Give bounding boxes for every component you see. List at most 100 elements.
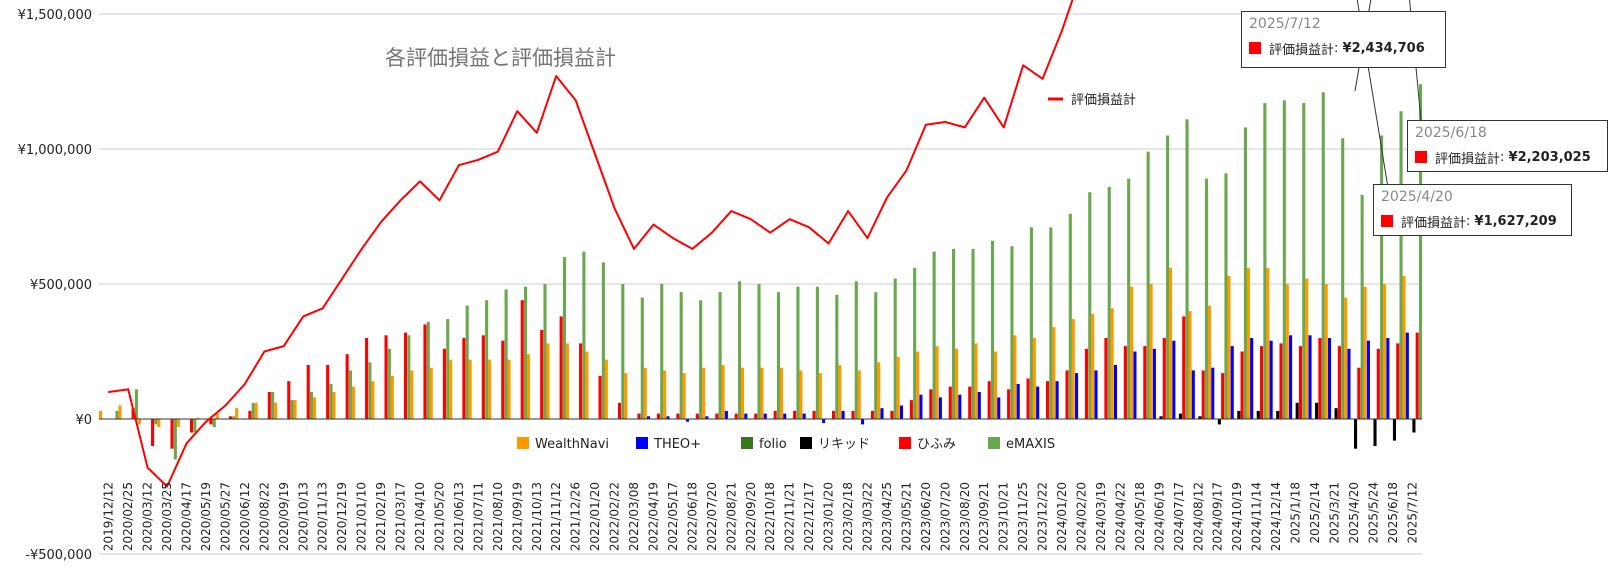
bar-emaxis: [796, 286, 800, 419]
bar-wealthnavi: [682, 373, 686, 419]
bar-hifumi: [1182, 316, 1186, 419]
bar-wealthnavi: [838, 365, 842, 419]
x-tick-label: 2022/05/17: [666, 482, 680, 551]
bar-hifumi: [442, 348, 446, 419]
y-tick-label: ¥0: [75, 413, 92, 428]
total-point: [380, 221, 383, 223]
total-point: [107, 391, 110, 393]
bar-theo: [1327, 338, 1332, 419]
bar-wealthnavi: [1207, 305, 1212, 419]
legend-item-emaxis[interactable]: eMAXIS: [988, 437, 1055, 452]
legend-item-wealthnavi[interactable]: WealthNavi: [517, 437, 609, 452]
bar-wealthnavi: [585, 351, 589, 419]
total-point: [224, 404, 227, 407]
bar-theo: [841, 410, 845, 419]
bar-wealthnavi: [954, 348, 959, 419]
bar-emaxis: [212, 419, 216, 428]
total-point: [360, 248, 363, 250]
bar-emaxis: [115, 410, 119, 419]
bar-hifumi: [1162, 338, 1166, 419]
x-tick-label: 2025/4/20: [1347, 482, 1361, 544]
bar-wealthnavi: [643, 367, 647, 419]
bar-wealthnavi: [449, 359, 453, 419]
bar-theo: [1230, 346, 1234, 419]
bar-emaxis: [232, 416, 236, 419]
x-tick-label: 2021/03/17: [394, 482, 408, 551]
x-tick-label: 2022/08/21: [724, 482, 738, 551]
bar-hifumi: [909, 400, 913, 419]
legend-swatch: [636, 437, 648, 449]
total-point: [691, 248, 694, 250]
chart-title: 各評価損益と評価損益計: [385, 46, 616, 70]
bar-emaxis: [1127, 178, 1131, 419]
total-point: [1022, 64, 1025, 67]
bar-wealthnavi: [1305, 278, 1309, 419]
bar-wealthnavi: [1091, 313, 1095, 419]
x-tick-label: 2023/04/25: [880, 482, 894, 551]
bar-wealthnavi: [702, 367, 706, 419]
bar-liquid: [1392, 419, 1397, 441]
x-tick-label: 2023/10/21: [997, 482, 1011, 551]
total-point: [710, 231, 713, 234]
bar-emaxis: [1166, 135, 1170, 419]
x-tick-label: 2021/11/12: [549, 482, 563, 551]
bar-wealthnavi: [526, 354, 531, 419]
bar-emaxis: [193, 419, 197, 433]
x-tick-label: 2020/05/19: [199, 482, 213, 551]
bar-hifumi: [1240, 351, 1244, 419]
bar-hifumi: [695, 413, 699, 419]
total-point: [788, 218, 791, 221]
legend-swatch: [800, 437, 812, 449]
bar-hifumi: [170, 419, 174, 449]
x-tick-label: 2020/06/12: [238, 482, 252, 551]
bar-hifumi: [715, 413, 719, 419]
total-point: [302, 315, 305, 318]
x-tick-label: 2023/09/21: [977, 482, 991, 551]
bar-theo: [919, 394, 923, 419]
legend-item-liquid[interactable]: リキッド: [800, 437, 870, 452]
x-tick-label: 2025/5/24: [1366, 482, 1380, 544]
bar-wealthnavi: [293, 400, 297, 419]
bar-theo: [1308, 335, 1312, 419]
total-point: [730, 210, 733, 213]
bar-emaxis: [524, 286, 528, 419]
bar-emaxis: [1146, 151, 1150, 419]
legend-item-folio[interactable]: folio: [741, 437, 787, 452]
bar-theo: [938, 397, 942, 419]
legend-swatch: [741, 437, 753, 449]
legend-label: ひふみ: [917, 437, 956, 452]
bar-emaxis: [757, 284, 761, 419]
legend-item-theo[interactable]: THEO+: [636, 437, 701, 452]
bar-wealthnavi: [663, 370, 667, 419]
total-point: [633, 248, 635, 250]
legend-item-hifumi[interactable]: ひふみ: [899, 437, 956, 452]
bar-emaxis: [173, 419, 177, 460]
tooltip-swatch: [1415, 151, 1427, 163]
bar-wealthnavi: [137, 419, 141, 425]
x-tick-label: 2024/09/17: [1211, 482, 1225, 551]
bar-emaxis: [1341, 138, 1345, 419]
bar-emaxis: [1321, 92, 1325, 420]
line-legend[interactable]: 評価損益計: [1048, 92, 1136, 108]
x-tick-label: 2024/11/14: [1250, 482, 1264, 551]
x-tick-label: 2023/03/22: [861, 482, 875, 551]
bar-hifumi: [1415, 332, 1419, 419]
legend-label: WealthNavi: [535, 437, 609, 452]
bar-wealthnavi: [157, 419, 161, 428]
total-point: [594, 153, 597, 156]
tooltip-2025-6-18: 2025/6/18 評価損益計: ¥2,203,025: [1407, 120, 1608, 172]
x-tick-label: 2020/03/12: [141, 482, 155, 551]
bar-emaxis: [1107, 186, 1111, 419]
bar-emaxis: [562, 257, 567, 419]
tooltip-2025-4-20: 2025/4/20 評価損益計: ¥1,627,209: [1373, 184, 1572, 236]
bar-hifumi: [481, 335, 485, 419]
x-tick-label: 2020/04/17: [180, 482, 194, 551]
bar-emaxis: [504, 289, 508, 419]
total-point: [847, 210, 849, 213]
bar-wealthnavi: [721, 365, 725, 419]
bar-theo: [705, 416, 709, 419]
x-tick-label: 2023/08/20: [958, 482, 972, 551]
x-tick-label: 2024/02/20: [1075, 482, 1089, 551]
x-tick-label: 2021/04/10: [413, 482, 427, 551]
